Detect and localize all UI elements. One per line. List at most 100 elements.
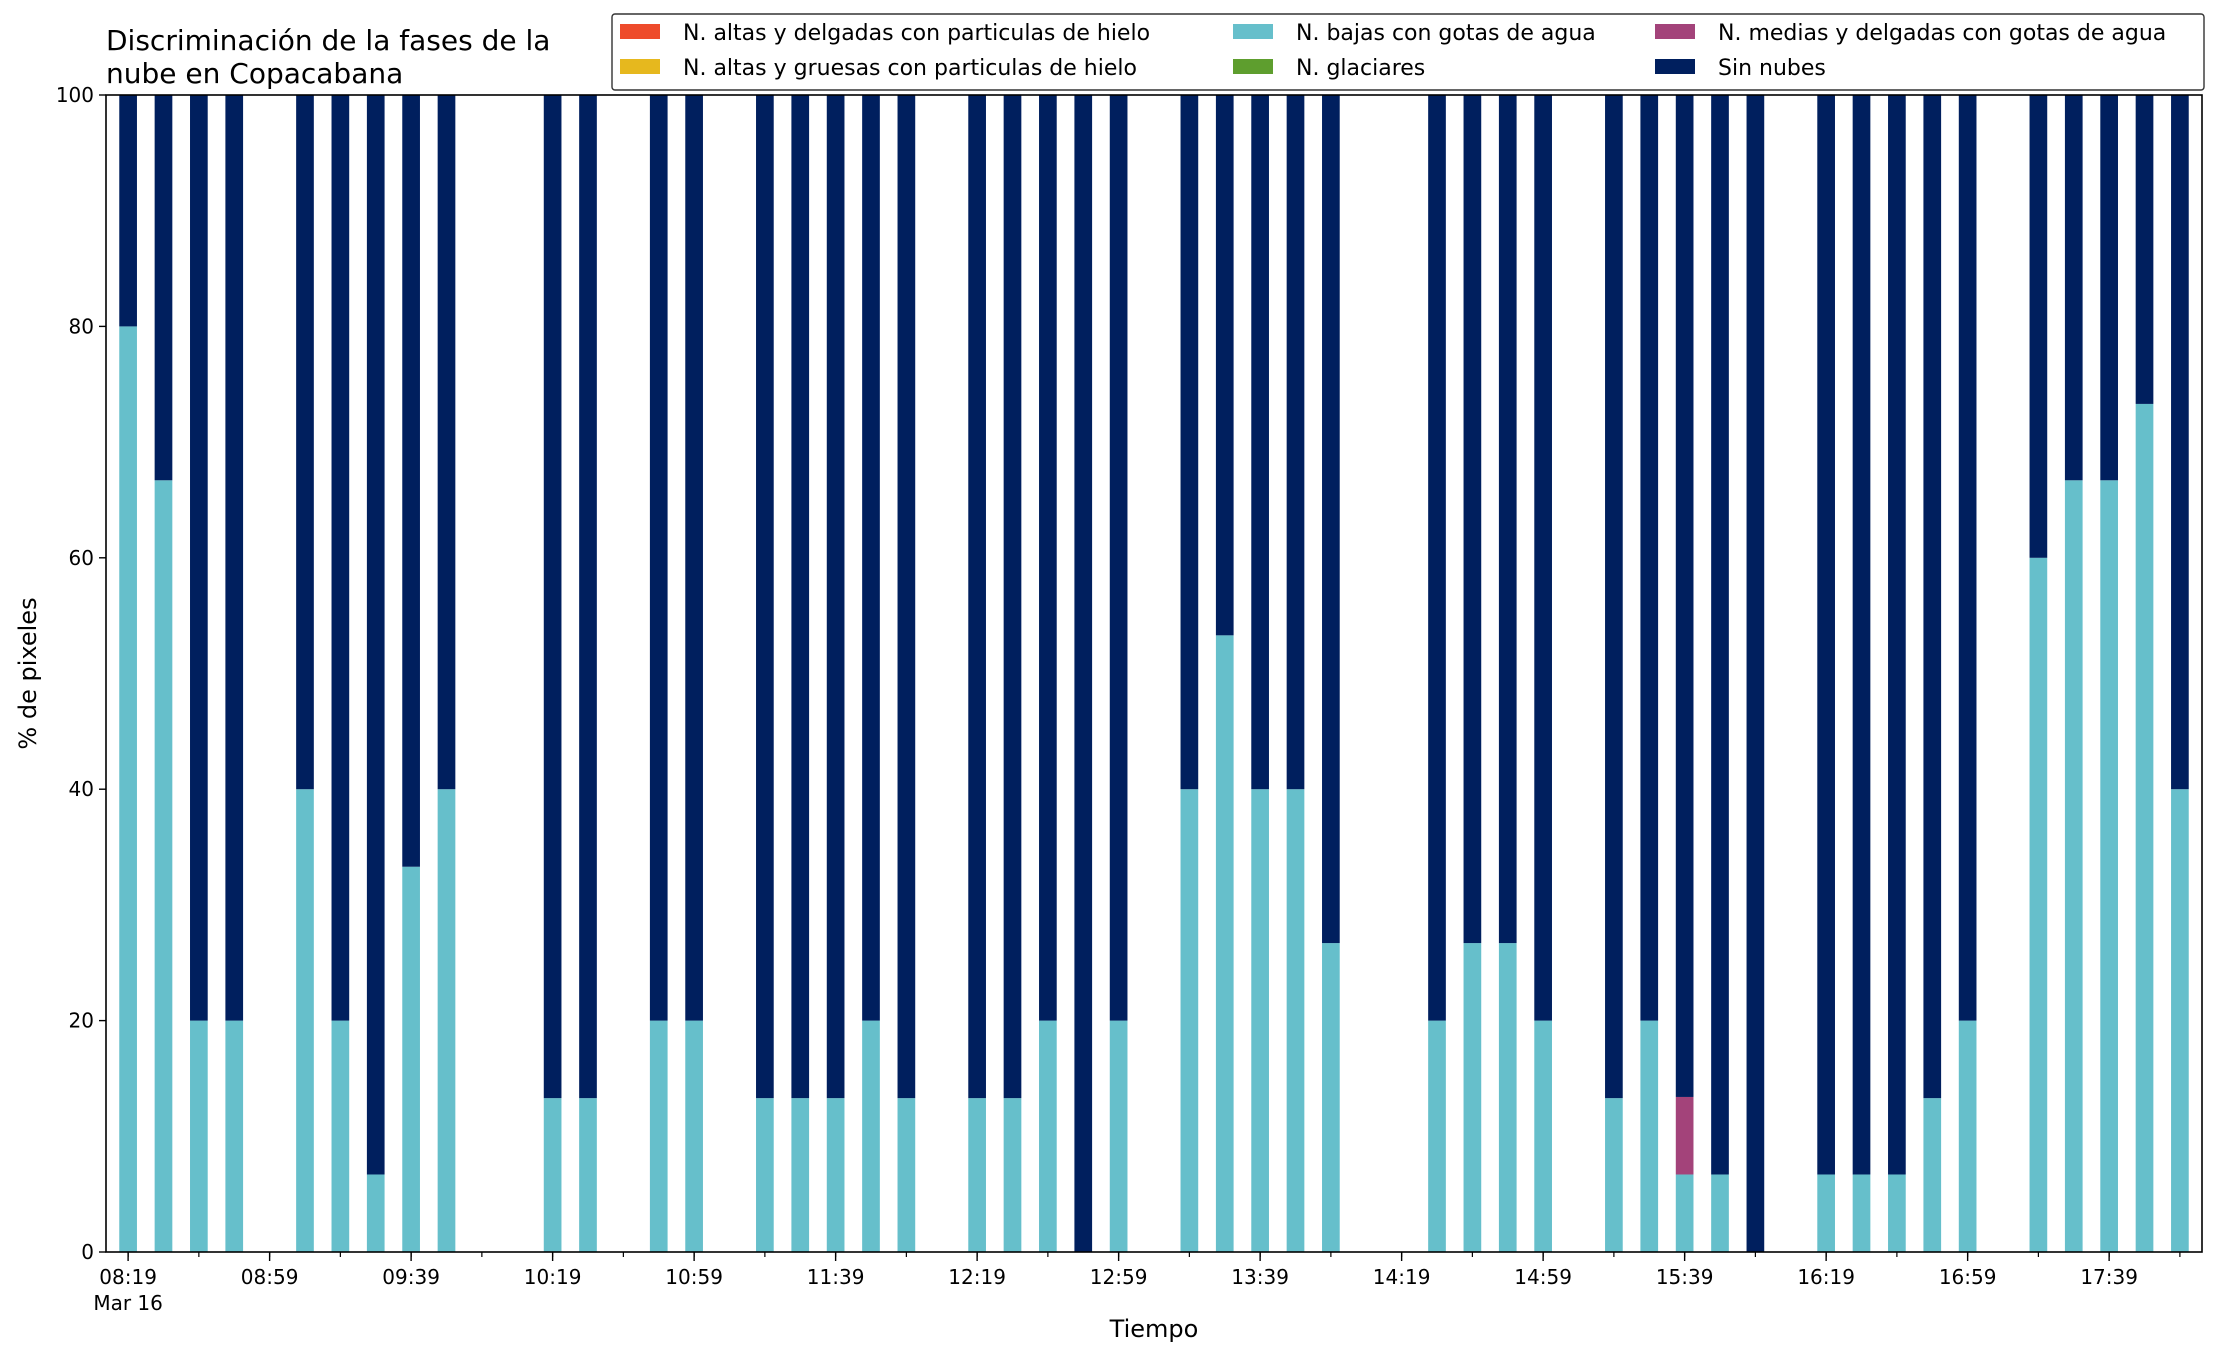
x-tick-label: 15:39	[1656, 1265, 1714, 1289]
bar-segment-n-bajas-con-gotas-de-agua	[1428, 1020, 1446, 1252]
bar-segment-sin-nubes	[2100, 95, 2118, 481]
bar-segment-sin-nubes	[1498, 95, 1517, 944]
bar-segment-sin-nubes	[1428, 95, 1446, 1021]
x-tick-label: 12:59	[1090, 1265, 1148, 1289]
legend-label-n-altas-y-gruesas-con-particulas-de-hielo: N. altas y gruesas con particulas de hie…	[683, 56, 1137, 81]
bar-segment-sin-nubes	[366, 95, 385, 1175]
bar-segment-n-bajas-con-gotas-de-agua	[756, 1098, 774, 1252]
x-tick-label: 10:19	[524, 1265, 582, 1289]
x-tick-label: 12:19	[948, 1265, 1006, 1289]
bar-segment-n-bajas-con-gotas-de-agua	[1322, 943, 1340, 1252]
bar-stack	[402, 95, 420, 1252]
bar-segment-sin-nubes	[756, 95, 774, 1099]
bar-segment-sin-nubes	[1215, 95, 1234, 636]
bar-stack	[1463, 95, 1482, 1252]
bar-stack	[2100, 95, 2118, 1252]
bar-segment-n-bajas-con-gotas-de-agua	[2100, 480, 2118, 1252]
chart-title-line-2: nube en Copacabana	[106, 57, 403, 90]
bar-segment-n-bajas-con-gotas-de-agua	[862, 1020, 880, 1252]
bar-segment-sin-nubes	[1923, 95, 1942, 1099]
bar-segment-n-bajas-con-gotas-de-agua	[1180, 789, 1199, 1252]
bar-stack	[1322, 95, 1340, 1252]
y-tick-label: 80	[69, 314, 94, 338]
bar-stack	[119, 95, 137, 1252]
bar-segment-sin-nubes	[2135, 95, 2154, 404]
legend-label-n-glaciares: N. glaciares	[1296, 56, 1425, 81]
bar-segment-n-bajas-con-gotas-de-agua	[1498, 943, 1517, 1252]
bar-segment-n-bajas-con-gotas-de-agua	[1534, 1020, 1552, 1252]
bar-stack	[1286, 95, 1305, 1252]
x-axis-label: Tiempo	[1109, 1315, 1199, 1343]
bar-segment-sin-nubes	[1817, 95, 1835, 1175]
bar-segment-n-bajas-con-gotas-de-agua	[1958, 1020, 1977, 1252]
x-tick-label: 08:59	[241, 1265, 299, 1289]
y-tick-label: 60	[69, 546, 94, 570]
bar-stack	[2135, 95, 2154, 1252]
bar-segment-sin-nubes	[402, 95, 420, 867]
bar-segment-n-bajas-con-gotas-de-agua	[897, 1098, 916, 1252]
bar-stack	[1923, 95, 1942, 1252]
bar-stack	[968, 95, 986, 1252]
bar-segment-n-bajas-con-gotas-de-agua	[2171, 789, 2189, 1252]
bar-stack	[2064, 95, 2083, 1252]
bar-segment-n-bajas-con-gotas-de-agua	[968, 1098, 986, 1252]
bar-segment-n-bajas-con-gotas-de-agua	[1251, 789, 1269, 1252]
bar-segment-n-bajas-con-gotas-de-agua	[1039, 1020, 1057, 1252]
bar-stack	[685, 95, 703, 1252]
bar-segment-n-bajas-con-gotas-de-agua	[2029, 557, 2048, 1252]
bar-stack	[826, 95, 845, 1252]
bar-stack	[543, 95, 562, 1252]
bar-segment-sin-nubes	[1640, 95, 1659, 1021]
bar-stack	[791, 95, 810, 1252]
legend-swatch-n-glaciares	[1233, 59, 1273, 74]
bar-segment-n-bajas-con-gotas-de-agua	[579, 1098, 597, 1252]
x-tick-label: 17:39	[2080, 1265, 2138, 1289]
legend-label-n-bajas-con-gotas-de-agua: N. bajas con gotas de agua	[1296, 21, 1596, 46]
bar-stack	[1605, 95, 1623, 1252]
bar-segment-n-bajas-con-gotas-de-agua	[1286, 789, 1305, 1252]
bar-segment-sin-nubes	[791, 95, 810, 1099]
bar-segment-n-bajas-con-gotas-de-agua	[1888, 1174, 1906, 1252]
bar-segment-n-bajas-con-gotas-de-agua	[190, 1020, 208, 1252]
bar-stack	[366, 95, 385, 1252]
bar-segment-sin-nubes	[1286, 95, 1305, 790]
bar-segment-n-bajas-con-gotas-de-agua	[119, 326, 137, 1252]
bar-stack	[1251, 95, 1269, 1252]
bar-stack	[579, 95, 597, 1252]
x-tick-label: 11:39	[807, 1265, 865, 1289]
bar-stack	[296, 95, 314, 1252]
bar-segment-sin-nubes	[1852, 95, 1871, 1175]
legend-label-n-medias-y-delgadas-con-gotas-de-agua: N. medias y delgadas con gotas de agua	[1718, 21, 2166, 46]
bar-stack	[1074, 95, 1093, 1252]
x-tick-label: 09:39	[382, 1265, 440, 1289]
bar-segment-sin-nubes	[331, 95, 350, 1021]
legend-label-n-altas-y-delgadas-con-particulas-de-hielo: N. altas y delgadas con particulas de hi…	[683, 21, 1150, 46]
bar-segment-n-bajas-con-gotas-de-agua	[296, 789, 314, 1252]
bar-segment-n-bajas-con-gotas-de-agua	[649, 1020, 668, 1252]
bar-stack	[1817, 95, 1835, 1252]
bar-stack	[1746, 95, 1765, 1252]
y-tick-label: 100	[56, 83, 94, 107]
bar-stack	[1039, 95, 1057, 1252]
plot-frame	[105, 94, 2203, 1253]
bar-stack	[1180, 95, 1199, 1252]
bar-segment-n-bajas-con-gotas-de-agua	[1675, 1174, 1694, 1252]
bar-segment-sin-nubes	[1074, 95, 1093, 1252]
chart-title: Discriminación de la fases de la nube en…	[106, 24, 550, 90]
bar-segment-n-bajas-con-gotas-de-agua	[1817, 1174, 1835, 1252]
bar-segment-sin-nubes	[296, 95, 314, 790]
bar-stack	[862, 95, 880, 1252]
bar-segment-n-bajas-con-gotas-de-agua	[791, 1098, 810, 1252]
bar-stack	[1675, 95, 1694, 1252]
bar-segment-n-bajas-con-gotas-de-agua	[1923, 1098, 1942, 1252]
bar-segment-sin-nubes	[2171, 95, 2189, 790]
x-tick-label: 13:39	[1231, 1265, 1289, 1289]
bar-stack	[331, 95, 350, 1252]
legend-swatch-sin-nubes	[1655, 59, 1695, 74]
bars-layer	[119, 95, 2189, 1252]
bar-segment-n-bajas-con-gotas-de-agua	[1605, 1098, 1623, 1252]
bar-segment-sin-nubes	[119, 95, 137, 327]
bar-segment-n-bajas-con-gotas-de-agua	[1463, 943, 1482, 1252]
